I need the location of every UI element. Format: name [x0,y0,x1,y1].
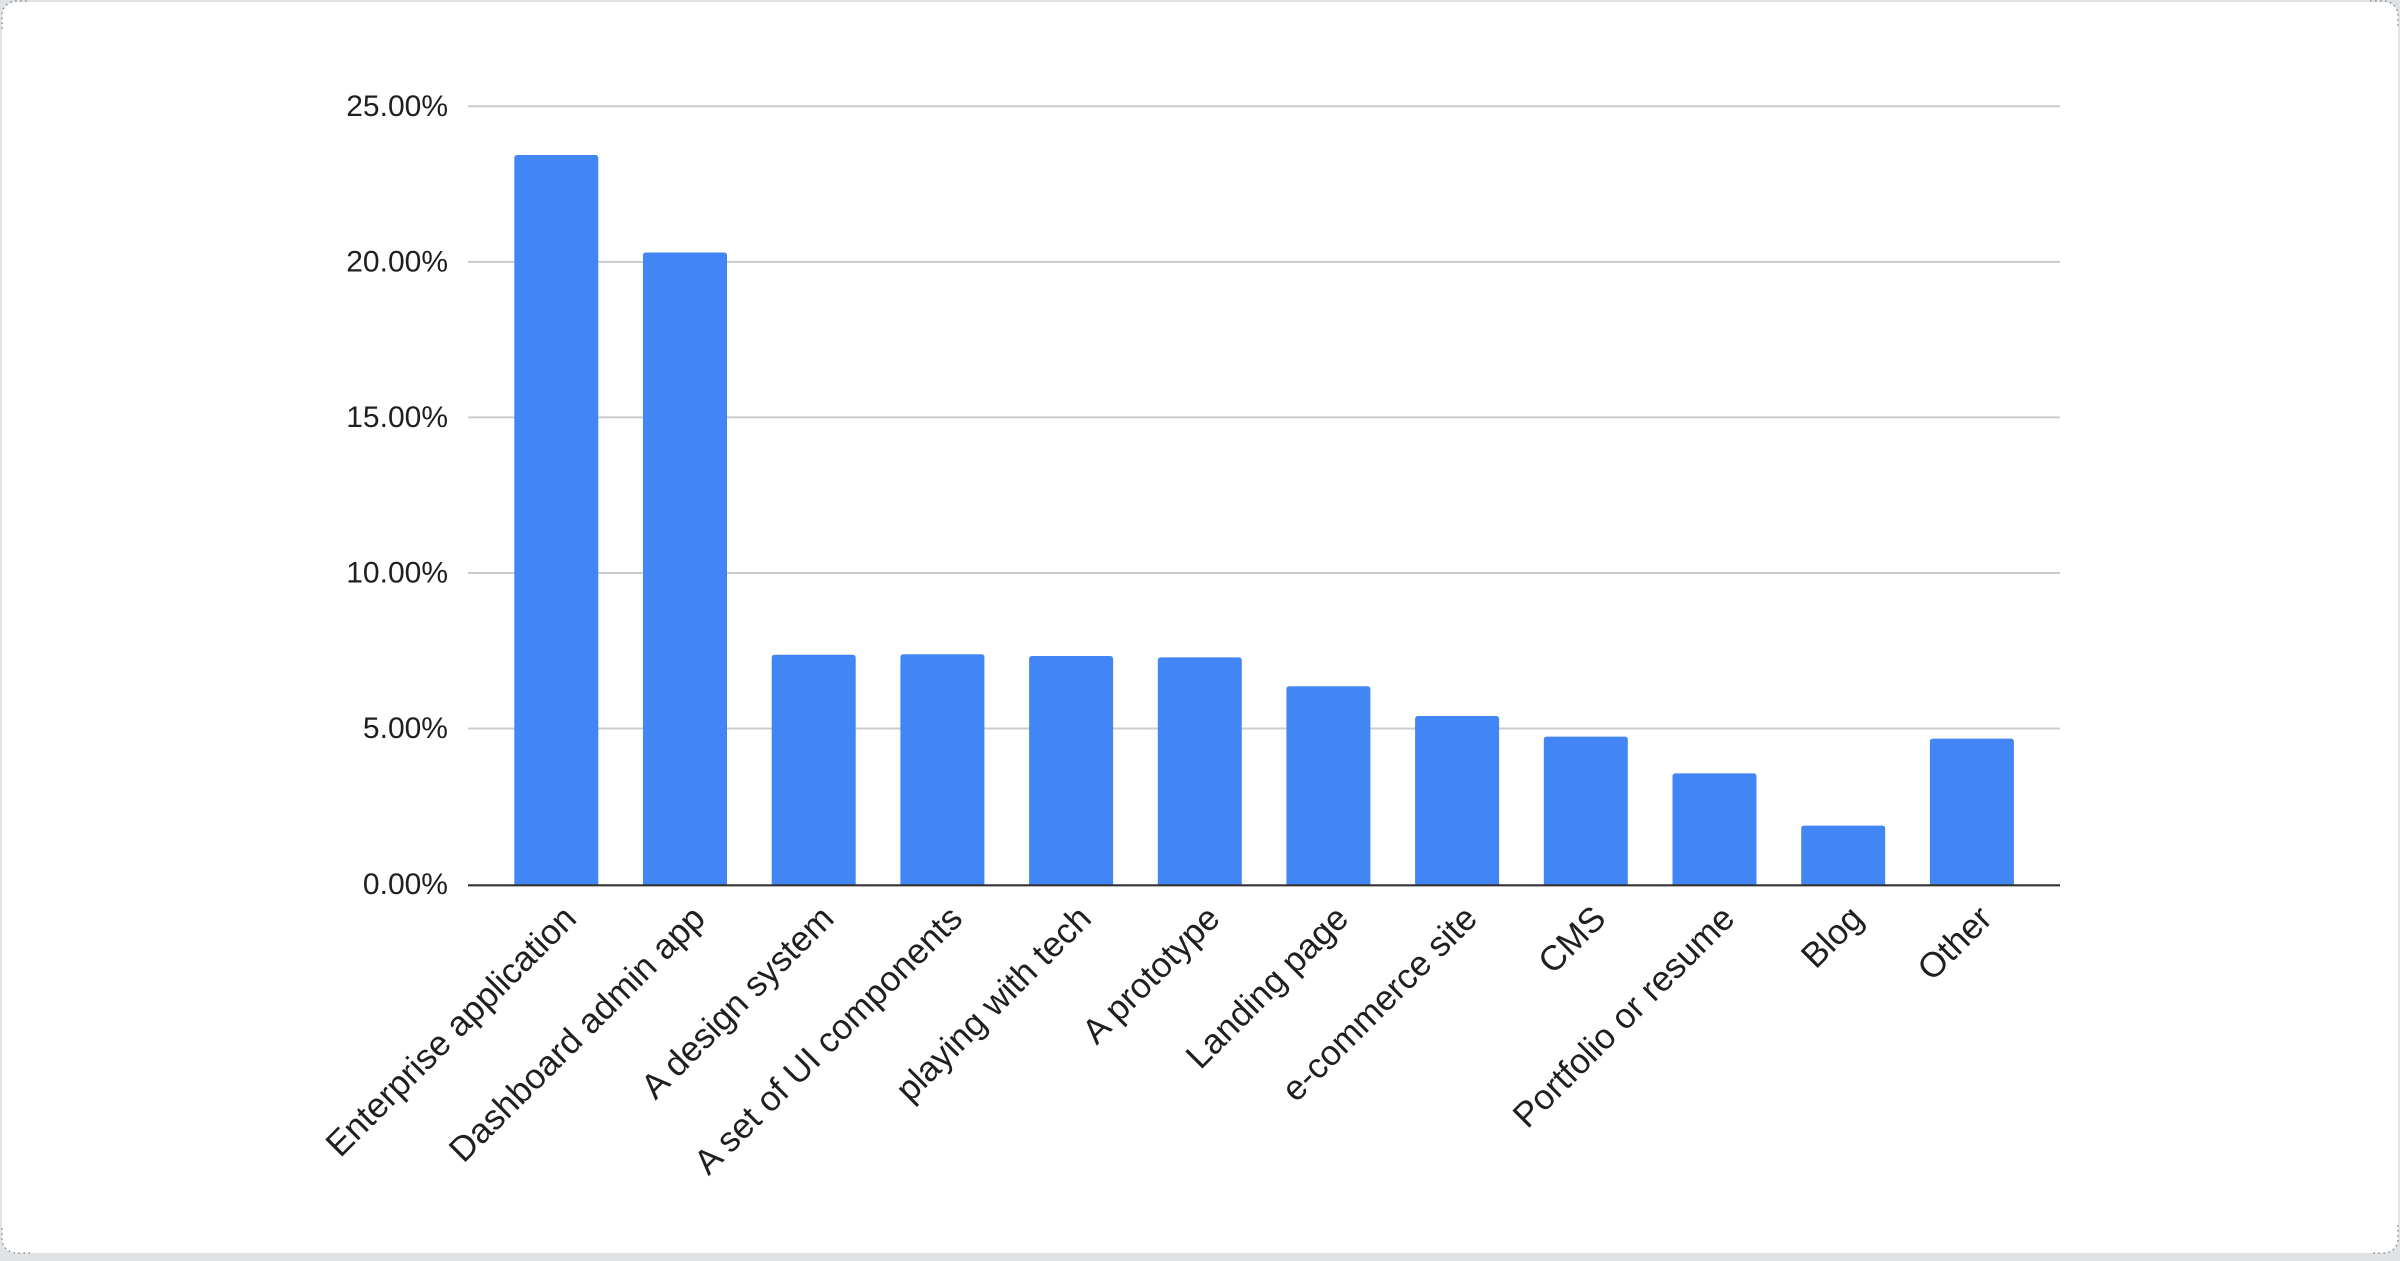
svg-text:A set of UI components: A set of UI components [687,899,970,1182]
svg-text:20.00%: 20.00% [346,245,448,278]
svg-text:Other: Other [1910,898,2000,988]
svg-text:Enterprise application: Enterprise application [318,899,584,1165]
svg-text:Portfolio or resume: Portfolio or resume [1506,899,1743,1136]
svg-text:15.00%: 15.00% [346,401,448,434]
svg-text:Blog: Blog [1794,899,1871,976]
svg-text:Dashboard admin app: Dashboard admin app [442,899,713,1170]
svg-text:10.00%: 10.00% [346,557,448,590]
svg-text:5.00%: 5.00% [363,712,448,745]
svg-text:CMS: CMS [1531,899,1614,982]
svg-text:0.00%: 0.00% [363,868,448,901]
svg-text:25.00%: 25.00% [346,90,448,123]
